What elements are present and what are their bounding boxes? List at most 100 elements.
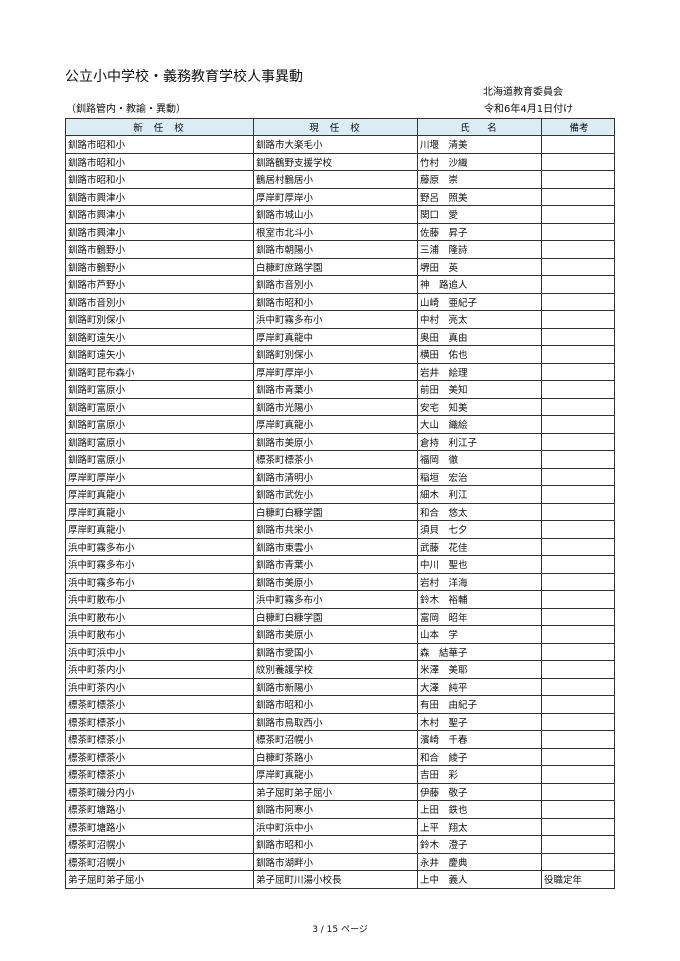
current-school-cell: 釧路市青葉小	[253, 380, 418, 399]
table-row: 標茶町沼幌小 釧路市湖畔小 永井 慶典	[65, 852, 615, 871]
remarks-cell	[541, 677, 615, 696]
name-cell: 横田 佑也	[417, 345, 542, 364]
remarks-cell	[541, 817, 615, 836]
new-school-cell: 標茶町塘路小	[65, 800, 254, 819]
name-cell: 木村 聖子	[417, 712, 542, 731]
current-school-cell: 鶴居村鶴居小	[253, 170, 418, 189]
new-school-cell: 弟子屈町弟子屈小	[65, 870, 254, 889]
personnel-table: 新 任 校 現 任 校 氏 名 備考 釧路市昭和小 釧路市大楽毛小 川堰 清美 釧路市…	[65, 118, 615, 889]
table-row: 釧路市昭和小 鶴居村鶴居小 藤原 崇	[65, 170, 615, 189]
current-school-cell: 釧路市城山小	[253, 205, 418, 224]
table-row: 釧路町遠矢小 厚岸町真龍中 奥田 真由	[65, 327, 615, 346]
remarks-cell	[541, 642, 615, 661]
remarks-cell	[541, 345, 615, 364]
remarks-cell	[541, 152, 615, 171]
name-cell: 藤原 崇	[417, 170, 542, 189]
new-school-cell: 釧路市興津小	[65, 222, 254, 241]
current-school-cell: 標茶町標茶小	[253, 450, 418, 469]
table-row: 釧路町遠矢小 釧路町別保小 横田 佑也	[65, 345, 615, 364]
name-cell: 伊藤 敬子	[417, 782, 542, 801]
new-school-cell: 浜中町霧多布小	[65, 572, 254, 591]
remarks-cell	[541, 415, 615, 434]
table-row: 厚岸町真龍小 釧路市共栄小 須貝 七夕	[65, 520, 615, 539]
current-school-cell: 釧路市青葉小	[253, 555, 418, 574]
remarks-cell	[541, 467, 615, 486]
remarks-cell	[541, 572, 615, 591]
current-school-cell: 釧路町別保小	[253, 345, 418, 364]
current-school-cell: 標茶町沼幌小	[253, 730, 418, 749]
name-cell: 濱崎 千春	[417, 730, 542, 749]
current-school-cell: 釧路市昭和小	[253, 695, 418, 714]
table-row: 厚岸町厚岸小 釧路市清明小 稲垣 宏治	[65, 467, 615, 486]
current-school-cell: 釧路市朝陽小	[253, 240, 418, 259]
header-current-school: 現 任 校	[253, 118, 418, 136]
name-cell: 上中 義人	[417, 870, 542, 889]
current-school-cell: 釧路市阿寒小	[253, 800, 418, 819]
current-school-cell: 厚岸町真龍小	[253, 765, 418, 784]
table-row: 釧路市昭和小 釧路鶴野支援学校 竹村 沙織	[65, 152, 615, 171]
name-cell: 竹村 沙織	[417, 152, 542, 171]
name-cell: 稲垣 宏治	[417, 467, 542, 486]
table-row: 釧路町富原小 釧路市美原小 倉持 利江子	[65, 432, 615, 451]
current-school-cell: 釧路市光陽小	[253, 397, 418, 416]
remarks-cell: 役職定年	[541, 870, 615, 889]
current-school-cell: 根室市北斗小	[253, 222, 418, 241]
table-row: 浜中町散布小 白糠町白糠学園 富岡 昭年	[65, 607, 615, 626]
remarks-cell	[541, 257, 615, 276]
remarks-cell	[541, 852, 615, 871]
name-cell: 前田 美知	[417, 380, 542, 399]
name-cell: 川堰 清美	[417, 135, 542, 154]
table-row: 浜中町霧多布小 釧路市青葉小 中川 聖也	[65, 555, 615, 574]
name-cell: 永井 慶典	[417, 852, 542, 871]
remarks-cell	[541, 275, 615, 294]
remarks-cell	[541, 800, 615, 819]
remarks-cell	[541, 747, 615, 766]
name-cell: 神 路追人	[417, 275, 542, 294]
new-school-cell: 標茶町磯分内小	[65, 782, 254, 801]
organization: 北海道教育委員会	[483, 87, 563, 98]
current-school-cell: 釧路市武佐小	[253, 485, 418, 504]
table-row: 弟子屈町弟子屈小 弟子屈町川湯小校長 上中 義人 役職定年	[65, 870, 615, 889]
new-school-cell: 釧路市鶴野小	[65, 257, 254, 276]
current-school-cell: 釧路市昭和小	[253, 292, 418, 311]
remarks-cell	[541, 485, 615, 504]
subtitle: （釧路管内・教諭・異動）	[66, 104, 186, 115]
table-row: 浜中町茶内小 釧路市新陽小 大澤 純平	[65, 677, 615, 696]
current-school-cell: 浜中町霧多布小	[253, 310, 418, 329]
new-school-cell: 浜中町散布小	[65, 607, 254, 626]
table-row: 標茶町沼幌小 釧路市昭和小 鈴木 澄子	[65, 835, 615, 854]
current-school-cell: 白糠町白糠学園	[253, 502, 418, 521]
name-cell: 上田 鉄也	[417, 800, 542, 819]
page-number: 3 / 15 ページ	[312, 925, 368, 935]
header-name: 氏 名	[417, 118, 542, 136]
current-school-cell: 厚岸町厚岸小	[253, 187, 418, 206]
current-school-cell: 釧路市共栄小	[253, 520, 418, 539]
table-row: 標茶町塘路小 浜中町浜中小 上平 翔太	[65, 817, 615, 836]
name-cell: 鈴木 裕輔	[417, 590, 542, 609]
remarks-cell	[541, 135, 615, 154]
table-row: 釧路市鶴野小 釧路市朝陽小 三浦 隆詩	[65, 240, 615, 259]
remarks-cell	[541, 625, 615, 644]
new-school-cell: 標茶町標茶小	[65, 712, 254, 731]
table-row: 釧路市興津小 釧路市城山小 関口 愛	[65, 205, 615, 224]
new-school-cell: 浜中町茶内小	[65, 660, 254, 679]
current-school-cell: 釧路市新陽小	[253, 677, 418, 696]
name-cell: 福岡 徹	[417, 450, 542, 469]
name-cell: 上平 翔太	[417, 817, 542, 836]
name-cell: 細木 利江	[417, 485, 542, 504]
name-cell: 鈴木 澄子	[417, 835, 542, 854]
remarks-cell	[541, 695, 615, 714]
remarks-cell	[541, 397, 615, 416]
table-row: 釧路町富原小 釧路市青葉小 前田 美知	[65, 380, 615, 399]
remarks-cell	[541, 310, 615, 329]
name-cell: 奥田 真由	[417, 327, 542, 346]
current-school-cell: 厚岸町真龍中	[253, 327, 418, 346]
current-school-cell: 紋別養護学校	[253, 660, 418, 679]
current-school-cell: 白糠町白糠学園	[253, 607, 418, 626]
table-row: 浜中町霧多布小 釧路市東雲小 武藤 花佳	[65, 537, 615, 556]
table-row: 釧路町富原小 標茶町標茶小 福岡 徹	[65, 450, 615, 469]
new-school-cell: 釧路市昭和小	[65, 135, 254, 154]
new-school-cell: 釧路市芦野小	[65, 275, 254, 294]
current-school-cell: 釧路市美原小	[253, 432, 418, 451]
new-school-cell: 釧路町昆布森小	[65, 362, 254, 381]
